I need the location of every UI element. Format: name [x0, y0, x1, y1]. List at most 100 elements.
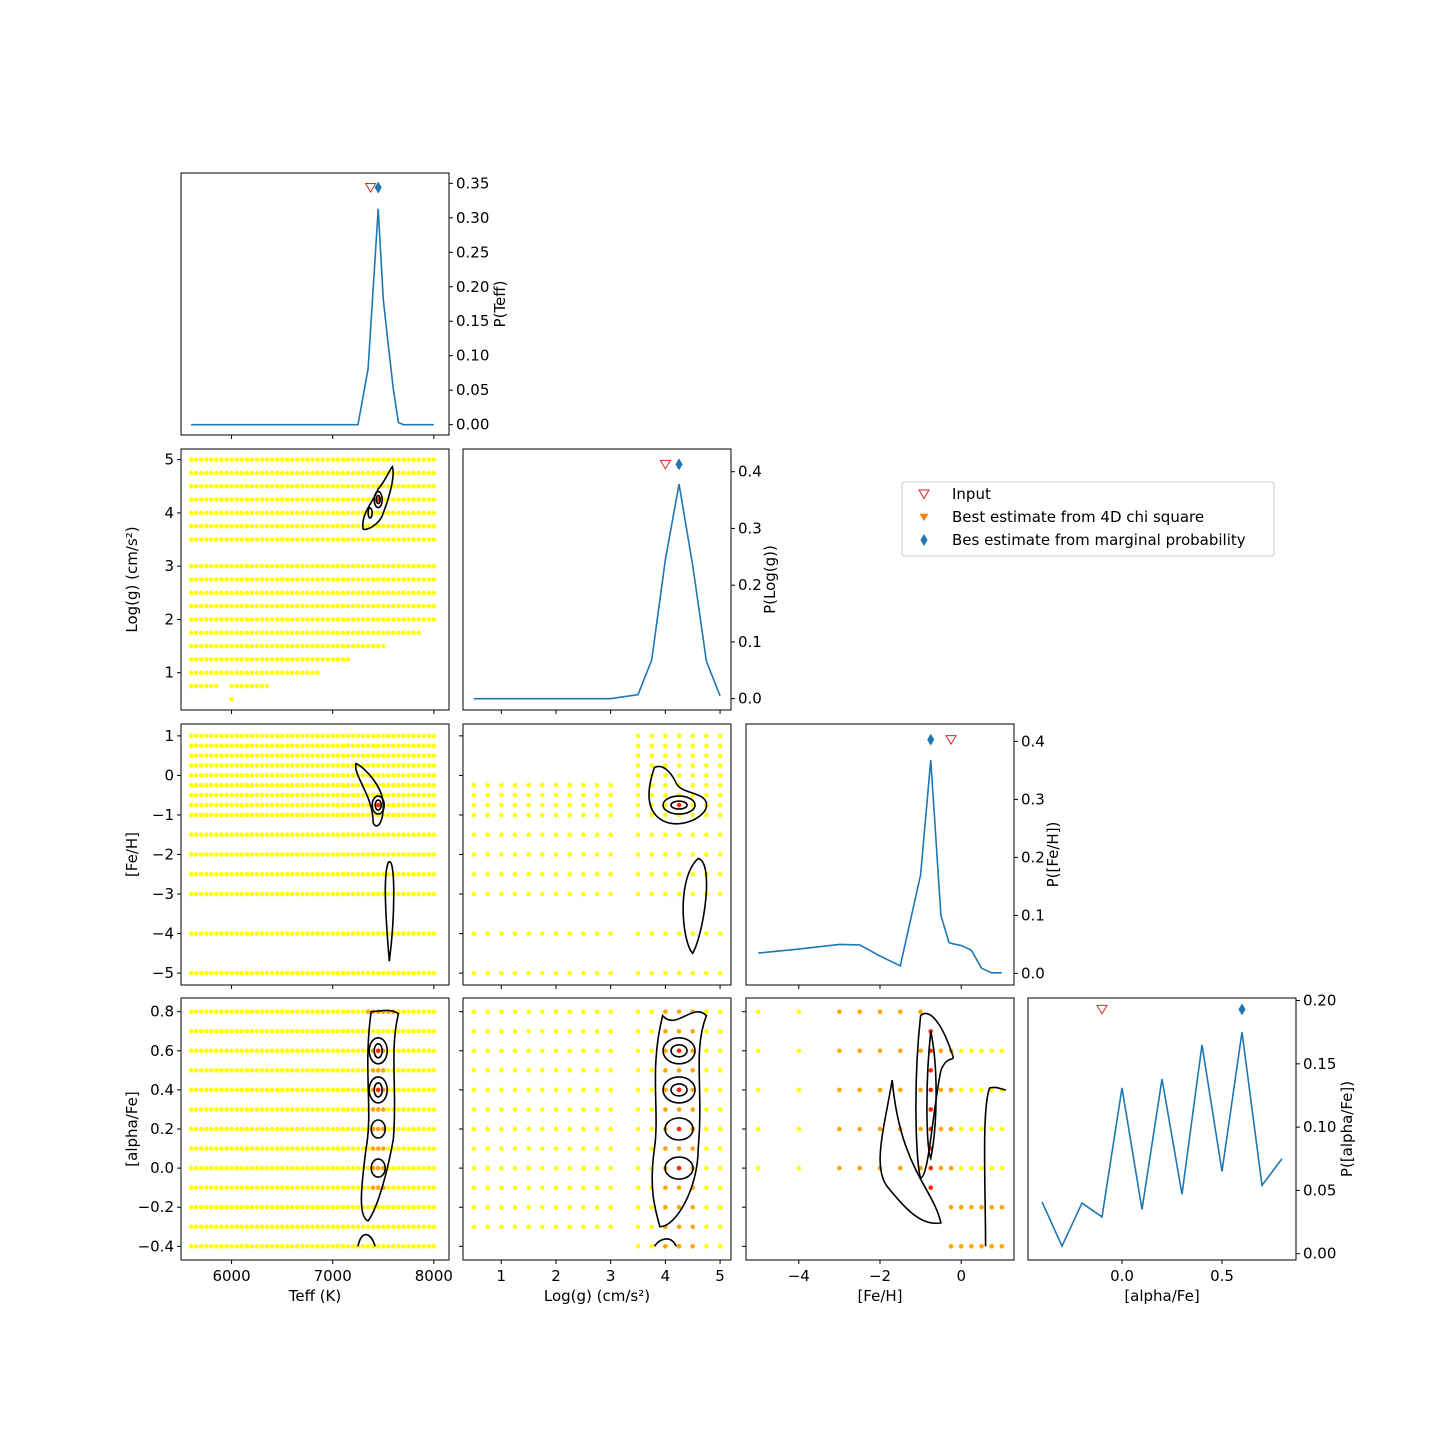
grid-point	[244, 1146, 250, 1151]
grid-point	[229, 743, 234, 749]
grid-point	[540, 792, 545, 798]
grid-point	[264, 1204, 270, 1210]
grid-point	[203, 497, 209, 502]
grid-point	[411, 812, 416, 818]
grid-point	[340, 537, 346, 542]
grid-point	[676, 1068, 682, 1073]
grid-point	[401, 773, 406, 778]
grid-point	[310, 497, 315, 502]
grid-point	[234, 871, 239, 877]
grid-point	[386, 1224, 391, 1230]
grid-point	[330, 1009, 335, 1014]
grid-point	[279, 1185, 285, 1190]
grid-point	[717, 931, 723, 936]
grid-point	[567, 792, 572, 798]
grid-point	[360, 1028, 366, 1034]
grid-point	[203, 792, 209, 798]
grid-point	[229, 1107, 234, 1112]
y-axis-label: [Fe/H]	[123, 832, 141, 877]
grid-point	[411, 563, 416, 569]
grid-point	[259, 832, 265, 838]
grid-point	[581, 1165, 586, 1171]
grid-point	[837, 1048, 842, 1054]
grid-point	[234, 782, 239, 788]
grid-point	[421, 1048, 427, 1054]
grid-point	[330, 891, 335, 897]
grid-point	[229, 1126, 234, 1132]
grid-point	[239, 1204, 244, 1210]
grid-point	[300, 577, 305, 582]
grid-point	[837, 1087, 842, 1093]
y-axis-label: P(Teff)	[491, 281, 509, 328]
grid-point	[386, 483, 391, 489]
grid-point	[365, 457, 371, 462]
grid-point	[249, 891, 255, 897]
grid-point	[411, 523, 416, 529]
grid-point	[426, 1087, 432, 1093]
grid-point	[203, 1204, 209, 1210]
grid-point	[406, 563, 411, 569]
grid-point	[279, 603, 285, 609]
grid-point	[594, 832, 600, 838]
grid-point	[315, 773, 320, 778]
grid-point	[310, 563, 315, 569]
grid-point	[581, 1028, 586, 1034]
grid-point	[426, 733, 432, 739]
grid-point	[386, 1126, 391, 1132]
grid-point	[370, 470, 376, 476]
grid-point	[203, 683, 209, 689]
grid-point	[411, 1165, 416, 1171]
grid-point	[649, 1244, 654, 1249]
grid-point	[330, 782, 335, 788]
grid-point	[360, 812, 366, 818]
grid-point	[295, 563, 300, 569]
grid-point	[345, 792, 351, 798]
grid-point	[421, 590, 427, 596]
grid-point	[717, 1048, 723, 1054]
grid-point	[295, 1048, 300, 1054]
grid-point	[340, 1224, 346, 1230]
grid-point	[295, 523, 300, 529]
grid-point	[360, 733, 366, 739]
grid-point	[396, 743, 401, 749]
grid-point	[635, 1107, 641, 1112]
grid-point	[244, 832, 250, 838]
grid-point	[300, 792, 305, 798]
grid-point	[401, 563, 406, 569]
grid-point	[320, 657, 325, 662]
grid-point	[411, 537, 416, 542]
grid-point	[320, 812, 325, 818]
grid-point	[249, 792, 255, 798]
grid-point	[229, 763, 234, 768]
grid-point	[249, 523, 255, 529]
grid-point	[188, 1204, 194, 1210]
grid-point	[416, 483, 421, 489]
grid-point	[608, 1009, 613, 1014]
legend-chi-marker	[919, 513, 929, 522]
grid-point	[360, 1087, 366, 1093]
grid-point	[279, 670, 285, 676]
grid-point	[421, 603, 427, 609]
panel-logg-vs-teff	[180, 448, 450, 711]
grid-point	[300, 643, 305, 649]
grid-point	[581, 792, 586, 798]
grid-point	[406, 1185, 411, 1190]
grid-point	[198, 643, 204, 649]
grid-point	[396, 617, 401, 622]
grid-point	[608, 852, 613, 857]
grid-point	[380, 537, 386, 542]
grid-point	[219, 457, 224, 462]
grid-point	[315, 1009, 320, 1014]
contour	[662, 1076, 696, 1104]
grid-point	[305, 603, 310, 609]
grid-point	[355, 537, 361, 542]
grid-point	[224, 891, 229, 897]
grid-point	[380, 577, 386, 582]
grid-point	[198, 871, 204, 877]
best-fit-point	[928, 1068, 934, 1073]
grid-point	[370, 1107, 376, 1112]
grid-point	[274, 603, 280, 609]
grid-point	[406, 1204, 411, 1210]
grid-point	[315, 537, 320, 542]
grid-point	[188, 891, 194, 897]
